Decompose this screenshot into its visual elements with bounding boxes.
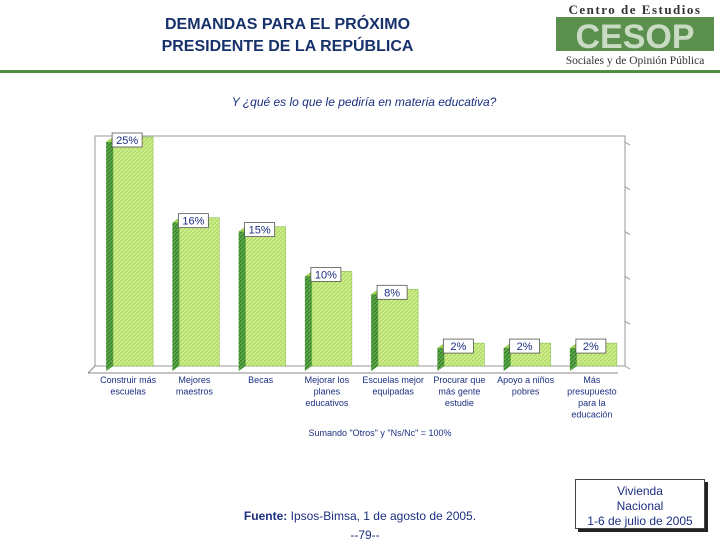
gridline-tick bbox=[624, 231, 631, 236]
bar-side bbox=[503, 343, 511, 371]
data-label-text: 16% bbox=[182, 216, 204, 228]
data-label: 2% bbox=[509, 338, 541, 354]
data-label: 2% bbox=[575, 338, 607, 354]
gridline-tick bbox=[624, 275, 631, 280]
gridline-tick bbox=[624, 320, 631, 325]
bar bbox=[238, 226, 286, 371]
title-line-1: DEMANDAS PARA EL PRÓXIMO bbox=[164, 16, 411, 33]
data-label-box bbox=[111, 132, 143, 148]
data-label-box bbox=[177, 213, 209, 229]
data-label-text: 2% bbox=[583, 341, 599, 353]
category-label: Becas bbox=[248, 375, 274, 385]
data-label-box bbox=[310, 266, 342, 282]
data-label-text: 25% bbox=[116, 135, 138, 147]
survey-line-3: 1-6 de julio de 2005 bbox=[587, 514, 693, 528]
bar bbox=[371, 289, 419, 371]
logo-word: CESOP bbox=[575, 18, 694, 56]
chart-labels: 25% Construir más escuelas 16% Mejores maestr… bbox=[100, 132, 617, 420]
category-label: Mejores maestros bbox=[176, 375, 214, 397]
data-label: 8% bbox=[376, 284, 408, 300]
category-label: Procurar que más gente estudie bbox=[433, 375, 485, 408]
data-label: 16% bbox=[177, 213, 209, 229]
data-label-box bbox=[442, 338, 474, 354]
data-label-box bbox=[575, 338, 607, 354]
cesop-logo: Centro de Estudios CESOP Sociales y de O… bbox=[556, 2, 714, 67]
header-divider bbox=[0, 70, 720, 73]
data-label-text: 8% bbox=[384, 287, 400, 299]
category-label: Construir más escuelas bbox=[100, 375, 157, 397]
bar-side bbox=[437, 343, 445, 371]
page-number: --79-- bbox=[350, 528, 380, 542]
data-label-text: 10% bbox=[315, 269, 337, 281]
bar-side bbox=[569, 343, 577, 371]
bar-side bbox=[106, 137, 114, 371]
gridline-tick bbox=[624, 186, 631, 191]
bar bbox=[172, 217, 220, 371]
bar-front bbox=[179, 217, 220, 367]
survey-line-1: Vivienda bbox=[617, 484, 663, 498]
logo-line-2: Sociales y de Opinión Pública bbox=[566, 55, 705, 67]
plot-floor-edge bbox=[87, 365, 96, 374]
bar-side bbox=[238, 226, 246, 371]
chart-subtitle: Y ¿qué es lo que le pediría en materia e… bbox=[231, 95, 497, 109]
bar-front bbox=[377, 289, 419, 367]
bar-front bbox=[112, 136, 154, 367]
category-label: Apoyo a niños pobres bbox=[497, 375, 555, 397]
data-label: 10% bbox=[310, 266, 342, 282]
gridline-tick bbox=[624, 141, 631, 146]
source-line: Fuente: Ipsos-Bimsa, 1 de agosto de 2005… bbox=[220, 509, 500, 523]
category-label: Más presupuesto para la educación bbox=[567, 375, 617, 420]
bar-side bbox=[371, 289, 379, 371]
data-label: 15% bbox=[244, 222, 276, 238]
data-label: 25% bbox=[111, 132, 143, 148]
data-label-text: 2% bbox=[517, 341, 533, 353]
data-label-box bbox=[244, 222, 276, 238]
survey-box: Vivienda Nacional 1-6 de julio de 2005 bbox=[575, 479, 705, 529]
data-label: 2% bbox=[442, 338, 474, 354]
data-label-box bbox=[509, 338, 541, 354]
bar-front bbox=[311, 271, 353, 367]
chart-frame bbox=[87, 135, 631, 374]
bar-side bbox=[304, 271, 312, 371]
title-line-2: PRESIDENTE DE LA REPÚBLICA bbox=[161, 38, 414, 55]
bar bbox=[304, 271, 353, 371]
bar-side bbox=[172, 217, 180, 371]
page-title: DEMANDAS PARA EL PRÓXIMO PRESIDENTE DE L… bbox=[120, 14, 455, 58]
bar-front bbox=[245, 226, 286, 367]
logo-line-1: Centro de Estudios bbox=[569, 2, 702, 17]
category-label: Mejorar los planes educativos bbox=[305, 375, 350, 408]
source-label: Fuente: bbox=[243, 509, 288, 523]
data-label-text: 2% bbox=[450, 341, 466, 353]
category-label: Escuelas mejor equipadas bbox=[362, 375, 424, 397]
chart-note: Sumando "Otros" y "Ns/Nc" = 100% bbox=[308, 428, 452, 438]
data-label-box bbox=[376, 284, 408, 300]
data-label-text: 15% bbox=[249, 225, 271, 237]
bar bbox=[106, 136, 154, 371]
source-text: Ipsos-Bimsa, 1 de agosto de 2005. bbox=[290, 509, 477, 523]
survey-line-2: Nacional bbox=[616, 499, 664, 513]
gridline-tick bbox=[624, 365, 631, 370]
